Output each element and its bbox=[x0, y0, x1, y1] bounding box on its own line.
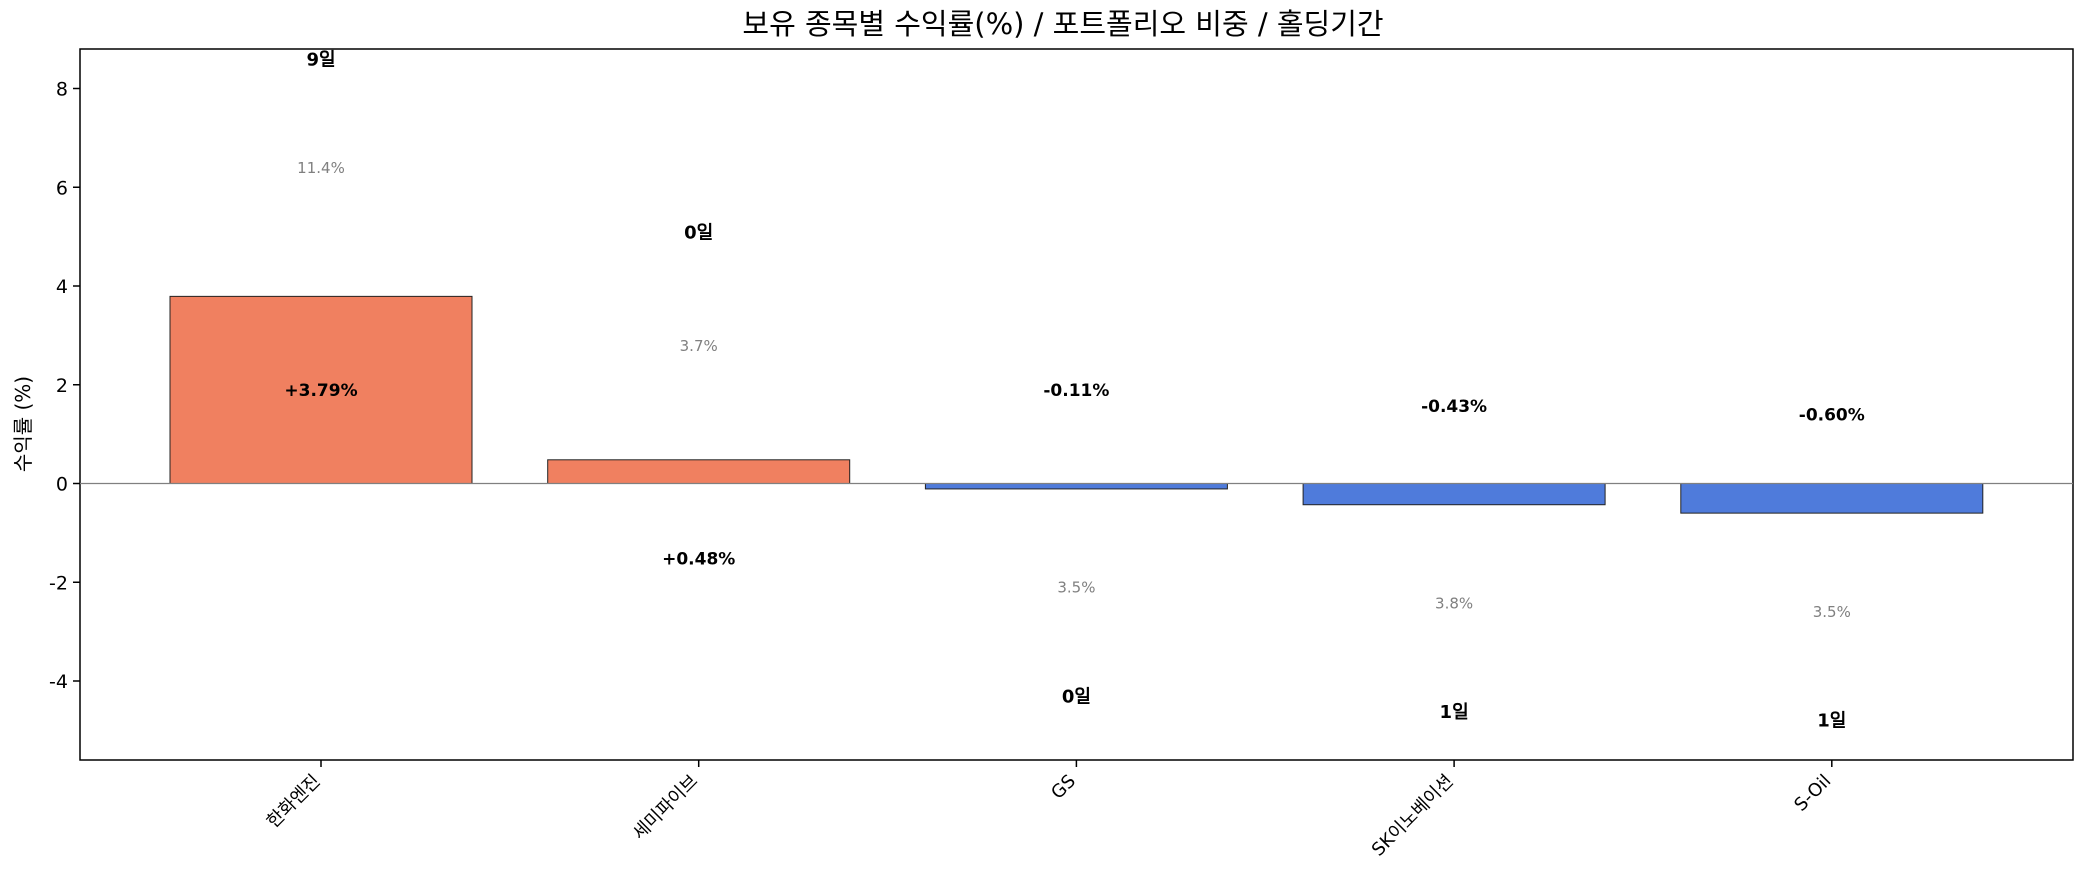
y-tick-label: 2 bbox=[56, 375, 68, 397]
bar-annotations: +3.79% 11.4% 9일 +0.48% 3.7% 0일 -0.11% 3.5% 0일 -0.… bbox=[284, 49, 1864, 731]
weight-label: 3.5% bbox=[1813, 603, 1851, 621]
bar bbox=[924, 483, 1228, 490]
value-label: +3.79% bbox=[284, 381, 357, 401]
weight-label: 3.8% bbox=[1435, 594, 1473, 612]
holding-days-label: 1일 bbox=[1440, 702, 1469, 723]
x-tick-label: SK이노베이션 bbox=[1368, 771, 1458, 861]
y-tick-label: 6 bbox=[56, 177, 68, 199]
bar bbox=[547, 459, 851, 484]
value-label: -0.60% bbox=[1799, 405, 1865, 425]
x-axis-ticks: 한화엔진 세미파이브 GS SK이노베이션 S-Oil bbox=[263, 760, 1835, 861]
bar bbox=[1680, 483, 1984, 514]
weight-label: 11.4% bbox=[297, 159, 345, 177]
y-tick-label: -2 bbox=[49, 572, 68, 594]
holding-days-label: 0일 bbox=[684, 223, 713, 244]
x-tick-label: GS bbox=[1047, 771, 1080, 804]
bar-series bbox=[169, 295, 1984, 514]
holding-days-label: 9일 bbox=[306, 49, 335, 70]
x-tick-label: S-Oil bbox=[1790, 771, 1835, 816]
x-tick-label: 세미파이브 bbox=[629, 771, 702, 844]
holding-days-label: 0일 bbox=[1062, 686, 1091, 707]
y-axis-label: 수익률 (%) bbox=[11, 376, 35, 472]
value-label: +0.48% bbox=[662, 550, 735, 570]
weight-label: 3.5% bbox=[1057, 579, 1095, 597]
y-axis-ticks: 8 6 4 2 0 -2 -4 bbox=[49, 79, 80, 693]
value-label: -0.11% bbox=[1043, 381, 1109, 401]
value-label: -0.43% bbox=[1421, 397, 1487, 417]
holding-days-label: 1일 bbox=[1817, 711, 1846, 732]
bar bbox=[1302, 483, 1606, 506]
x-tick-label: 한화엔진 bbox=[263, 771, 325, 833]
y-tick-label: -4 bbox=[49, 671, 68, 693]
y-tick-label: 0 bbox=[56, 474, 68, 496]
chart-title: 보유 종목별 수익률(%) / 포트폴리오 비중 / 홀딩기간 bbox=[742, 7, 1383, 41]
y-tick-label: 4 bbox=[56, 276, 68, 298]
weight-label: 3.7% bbox=[680, 337, 718, 355]
y-tick-label: 8 bbox=[56, 79, 68, 101]
